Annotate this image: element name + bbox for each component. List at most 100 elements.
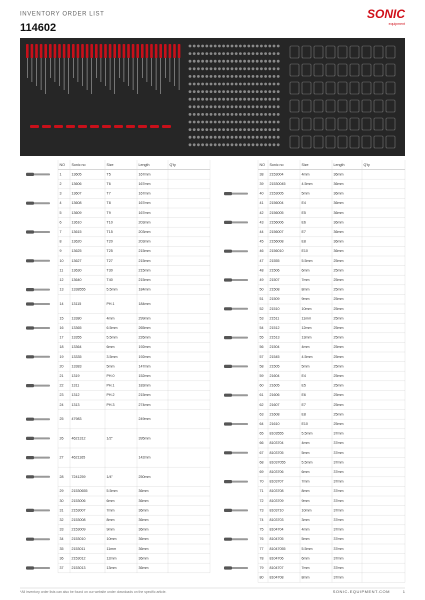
bit: [234, 135, 238, 139]
screwdriver-shaft: [82, 58, 83, 86]
cell-length: 25mm: [334, 355, 344, 359]
cell-length: 25mm: [334, 422, 344, 426]
bit: [226, 90, 230, 93]
cell-sonic: 21507: [270, 278, 280, 282]
cell-size: 4mm: [107, 316, 115, 320]
cell-length: 37mm: [334, 470, 344, 474]
column-header: Length: [334, 163, 345, 167]
screwdriver-shaft: [77, 58, 79, 82]
cell-size: 5mm: [302, 364, 310, 368]
bit: [234, 52, 238, 55]
socket-slot: [349, 81, 360, 95]
footer-note: *All inventory order lists can also be f…: [20, 590, 167, 594]
cell-no: 79: [260, 566, 264, 570]
bit: [247, 105, 251, 109]
bit: [243, 75, 247, 78]
bit: [239, 67, 242, 71]
bit: [272, 75, 276, 78]
bit: [264, 75, 267, 78]
cell-sonic: 13607: [72, 192, 82, 196]
cell-length: 25mm: [334, 384, 344, 388]
bit: [226, 75, 230, 78]
bit: [260, 128, 263, 132]
bit: [188, 135, 192, 139]
cell-length: 36mm: [139, 556, 149, 560]
screwdriver: [162, 125, 171, 128]
bit: [213, 135, 217, 139]
tool-icon: [26, 566, 34, 570]
cell-sonic: 8104704: [270, 528, 284, 532]
cell-size: 4.5mm: [302, 182, 313, 186]
screwdriver: [114, 125, 123, 128]
bit: [234, 113, 238, 116]
cell-length: 215mm: [139, 393, 151, 397]
cell-size: E8: [302, 240, 306, 244]
bit: [192, 82, 196, 86]
cell-sonic: 13608: [72, 201, 82, 205]
doc-title: INVENTORY ORDER LIST: [20, 12, 104, 18]
tool-icon: [26, 537, 34, 541]
cell-size: T30: [107, 268, 113, 272]
cell-length: 167mm: [139, 201, 151, 205]
cell-sonic: 8104705: [270, 537, 284, 541]
cell-size: 8mm: [107, 518, 115, 522]
bit: [222, 135, 226, 139]
cell-size: 13mm: [107, 566, 117, 570]
bit: [205, 75, 209, 78]
cell-no: 64: [260, 422, 264, 426]
bit: [268, 75, 272, 78]
socket-slot: [301, 63, 312, 77]
bit: [205, 105, 209, 109]
cell-size: 1/2": [107, 436, 114, 440]
cell-size: E5: [302, 211, 306, 215]
screwdriver-shaft: [50, 58, 51, 78]
screwdriver-shaft: [123, 58, 125, 82]
cell-sonic: 1313: [72, 403, 80, 407]
bit: [192, 67, 196, 71]
bit: [209, 135, 213, 139]
cell-no: 7: [60, 230, 62, 234]
cell-sonic: 13606: [72, 182, 82, 186]
socket-slot: [361, 63, 372, 77]
cell-no: 22: [60, 384, 64, 388]
cell-sonic: 13335: [72, 355, 82, 359]
column-header: NO: [60, 163, 66, 167]
bit: [230, 135, 234, 139]
screwdriver-shaft: [119, 58, 120, 78]
bit: [230, 120, 234, 124]
bit: [226, 44, 230, 48]
bit: [201, 120, 205, 124]
cell-size: 9mm: [302, 499, 310, 503]
bit: [251, 90, 255, 93]
cell-size: PH.3: [107, 403, 115, 407]
bit: [218, 97, 221, 101]
bit: [255, 82, 259, 86]
cell-sonic: 21608: [270, 412, 280, 416]
bit: [243, 67, 247, 71]
cell-sonic: 13365: [72, 326, 82, 330]
cell-sonic: 1319: [72, 374, 80, 378]
bit: [251, 97, 255, 101]
bit: [222, 97, 226, 101]
bit: [260, 143, 263, 147]
bit: [209, 97, 213, 101]
bit: [201, 143, 205, 147]
cell-no: 15: [60, 316, 64, 320]
cell-size: 4.5mm: [302, 355, 313, 359]
screwdriver: [138, 125, 147, 128]
cell-size: T9: [107, 211, 111, 215]
bit: [209, 143, 213, 147]
cell-size: 12mm: [302, 326, 312, 330]
bit: [255, 113, 259, 116]
screwdriver: [141, 44, 144, 58]
bit: [272, 113, 276, 116]
cell-size: 4mm: [302, 172, 310, 176]
cell-sonic: 2153010: [72, 537, 86, 541]
bit: [201, 59, 205, 63]
screwdriver-shaft: [132, 58, 134, 90]
bit: [264, 135, 267, 139]
column-header: Q'ty: [364, 163, 370, 167]
cell-sonic: 8103706: [270, 470, 284, 474]
cell-sonic: 21605: [270, 384, 280, 388]
